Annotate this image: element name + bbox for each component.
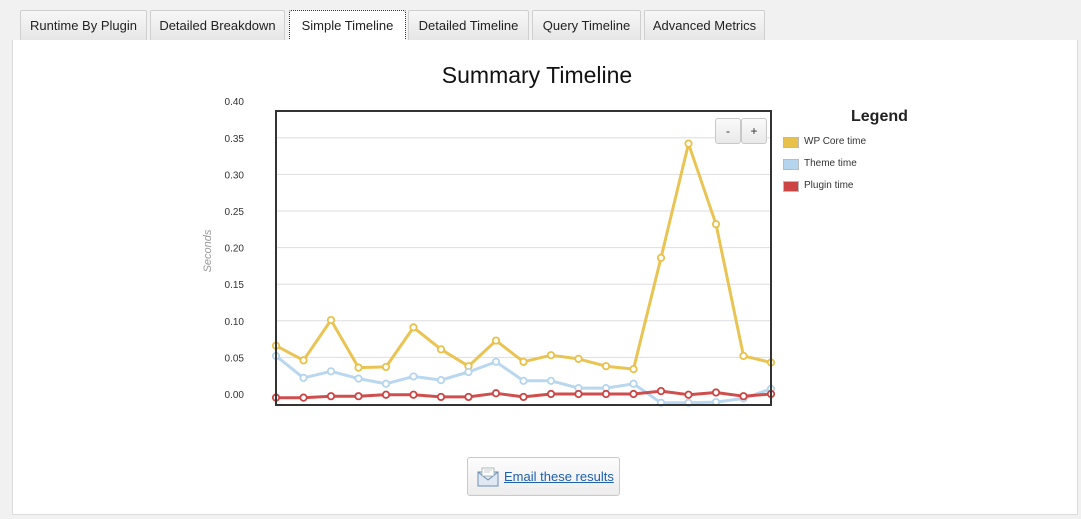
data-point <box>684 139 693 148</box>
data-point <box>354 363 363 372</box>
legend-label: Theme time <box>804 158 857 169</box>
y-tick-label: 0.00 <box>225 390 245 401</box>
y-tick-label: 0.25 <box>225 207 245 218</box>
data-point <box>491 389 501 398</box>
y-tick-label: 0.05 <box>225 353 245 364</box>
data-point <box>354 374 363 383</box>
data-point <box>381 390 391 399</box>
tab-detailed-breakdown[interactable]: Detailed Breakdown <box>150 10 285 40</box>
data-point <box>354 392 363 401</box>
tab-detailed-timeline[interactable]: Detailed Timeline <box>408 10 529 40</box>
y-tick-label: 0.35 <box>225 134 245 145</box>
data-point <box>546 389 556 399</box>
data-point <box>656 253 666 262</box>
data-point <box>299 393 308 402</box>
data-point <box>601 362 611 371</box>
data-point <box>574 354 583 363</box>
data-point <box>491 357 501 366</box>
email-results-button[interactable]: Email these results <box>467 457 620 496</box>
legend-label: WP Core time <box>804 136 867 147</box>
data-point <box>299 373 308 382</box>
data-point <box>519 357 528 366</box>
data-point <box>326 392 336 401</box>
y-tick-label: 0.40 <box>225 97 245 108</box>
tab-simple-timeline[interactable]: Simple Timeline <box>289 10 406 41</box>
data-point <box>464 367 473 377</box>
tab-runtime-by-plugin[interactable]: Runtime By Plugin <box>20 10 147 40</box>
y-tick-label: 0.30 <box>225 170 245 181</box>
data-point <box>436 392 446 402</box>
data-point <box>574 389 583 399</box>
data-point <box>491 336 501 345</box>
data-point <box>656 386 666 396</box>
chart-series <box>271 139 776 407</box>
y-axis-label: Seconds <box>202 229 214 272</box>
tab-advanced-metrics[interactable]: Advanced Metrics <box>644 10 765 40</box>
legend-title: Legend <box>851 108 908 125</box>
data-point <box>629 389 638 399</box>
y-axis-ticks: 0.40 0.35 0.30 0.25 0.20 0.15 0.10 0.05 0.00 <box>225 97 245 401</box>
y-tick-label: 0.20 <box>225 244 245 255</box>
data-point <box>409 372 418 381</box>
legend-swatch <box>783 137 799 148</box>
chart-title: Summary Timeline <box>441 62 633 88</box>
data-point <box>381 379 391 388</box>
data-point <box>381 362 391 372</box>
legend-swatch <box>783 181 799 192</box>
zoom-out-button[interactable]: - <box>715 118 741 144</box>
zoom-in-button[interactable]: + <box>741 118 767 144</box>
plot-area-border <box>275 110 772 406</box>
data-point <box>326 315 336 325</box>
data-point <box>739 392 748 401</box>
data-point <box>739 351 748 361</box>
data-point <box>629 365 638 374</box>
series-line-0 <box>275 142 772 371</box>
data-point <box>546 351 556 360</box>
legend-label: Plugin time <box>804 180 854 191</box>
y-tick-label: 0.10 <box>225 317 245 328</box>
envelope-icon <box>477 467 499 492</box>
data-point <box>464 392 473 402</box>
data-point <box>409 390 418 399</box>
chart-grid <box>276 137 771 358</box>
data-point <box>684 390 693 399</box>
y-tick-label: 0.15 <box>225 280 245 291</box>
email-results-label[interactable]: Email these results <box>504 469 614 484</box>
data-point <box>546 376 556 385</box>
data-point <box>326 367 336 376</box>
data-point <box>519 392 528 402</box>
data-point <box>519 376 528 385</box>
data-point <box>409 323 418 332</box>
content-panel <box>12 40 1078 515</box>
data-point <box>299 356 308 365</box>
data-point <box>711 388 721 397</box>
tab-bar: Runtime By Plugin Detailed Breakdown Sim… <box>12 10 1078 41</box>
data-point <box>601 389 611 399</box>
data-point <box>629 379 638 388</box>
data-point <box>436 375 446 385</box>
data-point <box>436 345 446 354</box>
tab-query-timeline[interactable]: Query Timeline <box>532 10 641 40</box>
data-point <box>711 220 721 229</box>
legend-swatch <box>783 159 799 170</box>
